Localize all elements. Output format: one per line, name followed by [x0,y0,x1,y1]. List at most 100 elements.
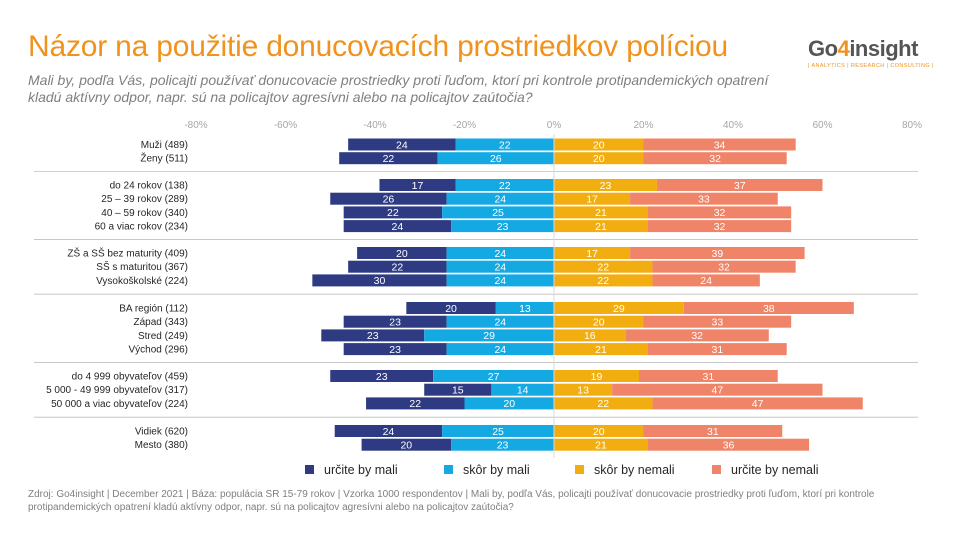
bar-urcite-nemali [625,329,769,342]
logo-text-four: 4 [837,36,850,61]
category-label: SŠ s maturitou (367) [96,260,188,273]
bar-urcite-nemali [652,260,796,273]
data-label: 17 [586,248,598,260]
category-label: Stred (249) [138,331,188,342]
legend-label: určite by nemali [731,463,819,477]
data-label: 20 [445,303,457,315]
data-label: 32 [714,221,726,233]
data-label: 21 [595,207,607,219]
data-label: 26 [383,194,395,206]
x-tick-label: 40% [723,120,743,131]
bar-urcite-nemali [643,315,792,328]
data-label: 22 [597,275,609,287]
bar-skor-nemali [554,397,653,410]
bar-skor-nemali [554,315,644,328]
bar-urcite-nemali [643,138,796,151]
data-label: 20 [593,426,605,438]
bar-skor-nemali [554,138,644,151]
bar-skor-nemali [554,152,644,165]
bar-urcite-nemali [639,370,778,382]
data-label: 23 [367,330,379,342]
category-label: Vidiek (620) [135,427,188,438]
category-label: Muži (489) [141,140,188,151]
data-label: 29 [483,330,495,342]
category-label: 40 – 59 rokov (340) [101,208,188,219]
logo-wordmark: Go4insight [808,36,932,62]
data-label: 24 [700,275,712,287]
data-label: 20 [503,398,515,410]
data-label: 27 [488,371,500,383]
data-label: 31 [703,371,715,383]
legend-label: určite by mali [324,463,398,477]
data-label: 25 [492,426,504,438]
bar-skor-mali [446,274,554,287]
bar-urcite-nemali [647,343,787,356]
x-tick-label: -80% [184,120,207,131]
data-label: 21 [595,440,607,452]
bar-urcite-mali [348,138,456,151]
data-label: 36 [723,440,735,452]
logo-text-insight: insight [849,36,918,61]
data-label: 24 [494,262,506,274]
data-label: 22 [499,180,511,192]
bar-skor-nemali [554,329,626,342]
bar-urcite-nemali [630,247,805,259]
bar-urcite-nemali [647,206,792,219]
data-label: 16 [584,330,596,342]
bar-urcite-nemali [643,425,783,437]
bar-skor-mali [491,383,554,396]
data-label: 23 [376,371,388,383]
bar-skor-nemali [554,274,653,287]
data-label: 23 [389,344,401,356]
data-label: 20 [593,317,605,329]
bar-urcite-mali [330,192,447,205]
category-label: Vysokoškolské (224) [96,276,188,287]
page-title: Názor na použitie donucovacích prostried… [28,30,729,63]
bar-skor-nemali [554,383,613,396]
logo-tagline: | ANALYTICS | RESEARCH | CONSULTING | [808,63,934,69]
bar-urcite-nemali [630,192,778,205]
category-label: Mesto (380) [135,440,188,451]
category-label: Východ (296) [129,345,188,356]
data-label: 21 [595,344,607,356]
x-tick-label: 80% [902,120,922,131]
bar-urcite-mali [357,247,447,259]
data-label: 32 [691,330,703,342]
bar-urcite-nemali [647,220,792,233]
data-label: 37 [734,180,746,192]
data-label: 15 [452,385,464,397]
bar-skor-mali [451,438,554,451]
data-label: 24 [396,139,408,151]
category-label: 25 – 39 rokov (289) [101,194,188,205]
bar-urcite-mali [334,425,443,437]
data-label: 22 [387,207,399,219]
bar-skor-nemali [554,438,648,451]
data-label: 13 [577,385,589,397]
bar-urcite-mali [343,343,447,356]
bar-urcite-mali [366,397,465,410]
data-label: 19 [591,371,603,383]
data-label: 22 [409,398,421,410]
category-label: ZŠ a SŠ bez maturity (409) [67,247,188,260]
bar-skor-mali [437,152,554,165]
data-label: 30 [374,275,386,287]
data-label: 29 [613,303,625,315]
bar-urcite-mali [339,152,438,165]
bar-skor-nemali [554,247,631,259]
bar-skor-mali [495,302,554,314]
bar-urcite-nemali [683,302,854,314]
data-label: 13 [519,303,531,315]
bar-skor-mali [442,425,554,437]
bar-urcite-mali [379,179,456,191]
bar-urcite-nemali [647,438,810,451]
legend-label: skôr by mali [463,463,530,477]
data-label: 33 [698,194,710,206]
data-label: 24 [494,248,506,260]
data-label: 24 [383,426,395,438]
category-label: Ženy (511) [140,152,188,165]
data-label: 26 [490,153,502,165]
bar-skor-mali [433,370,554,382]
bar-skor-nemali [554,425,644,437]
data-label: 20 [396,248,408,260]
